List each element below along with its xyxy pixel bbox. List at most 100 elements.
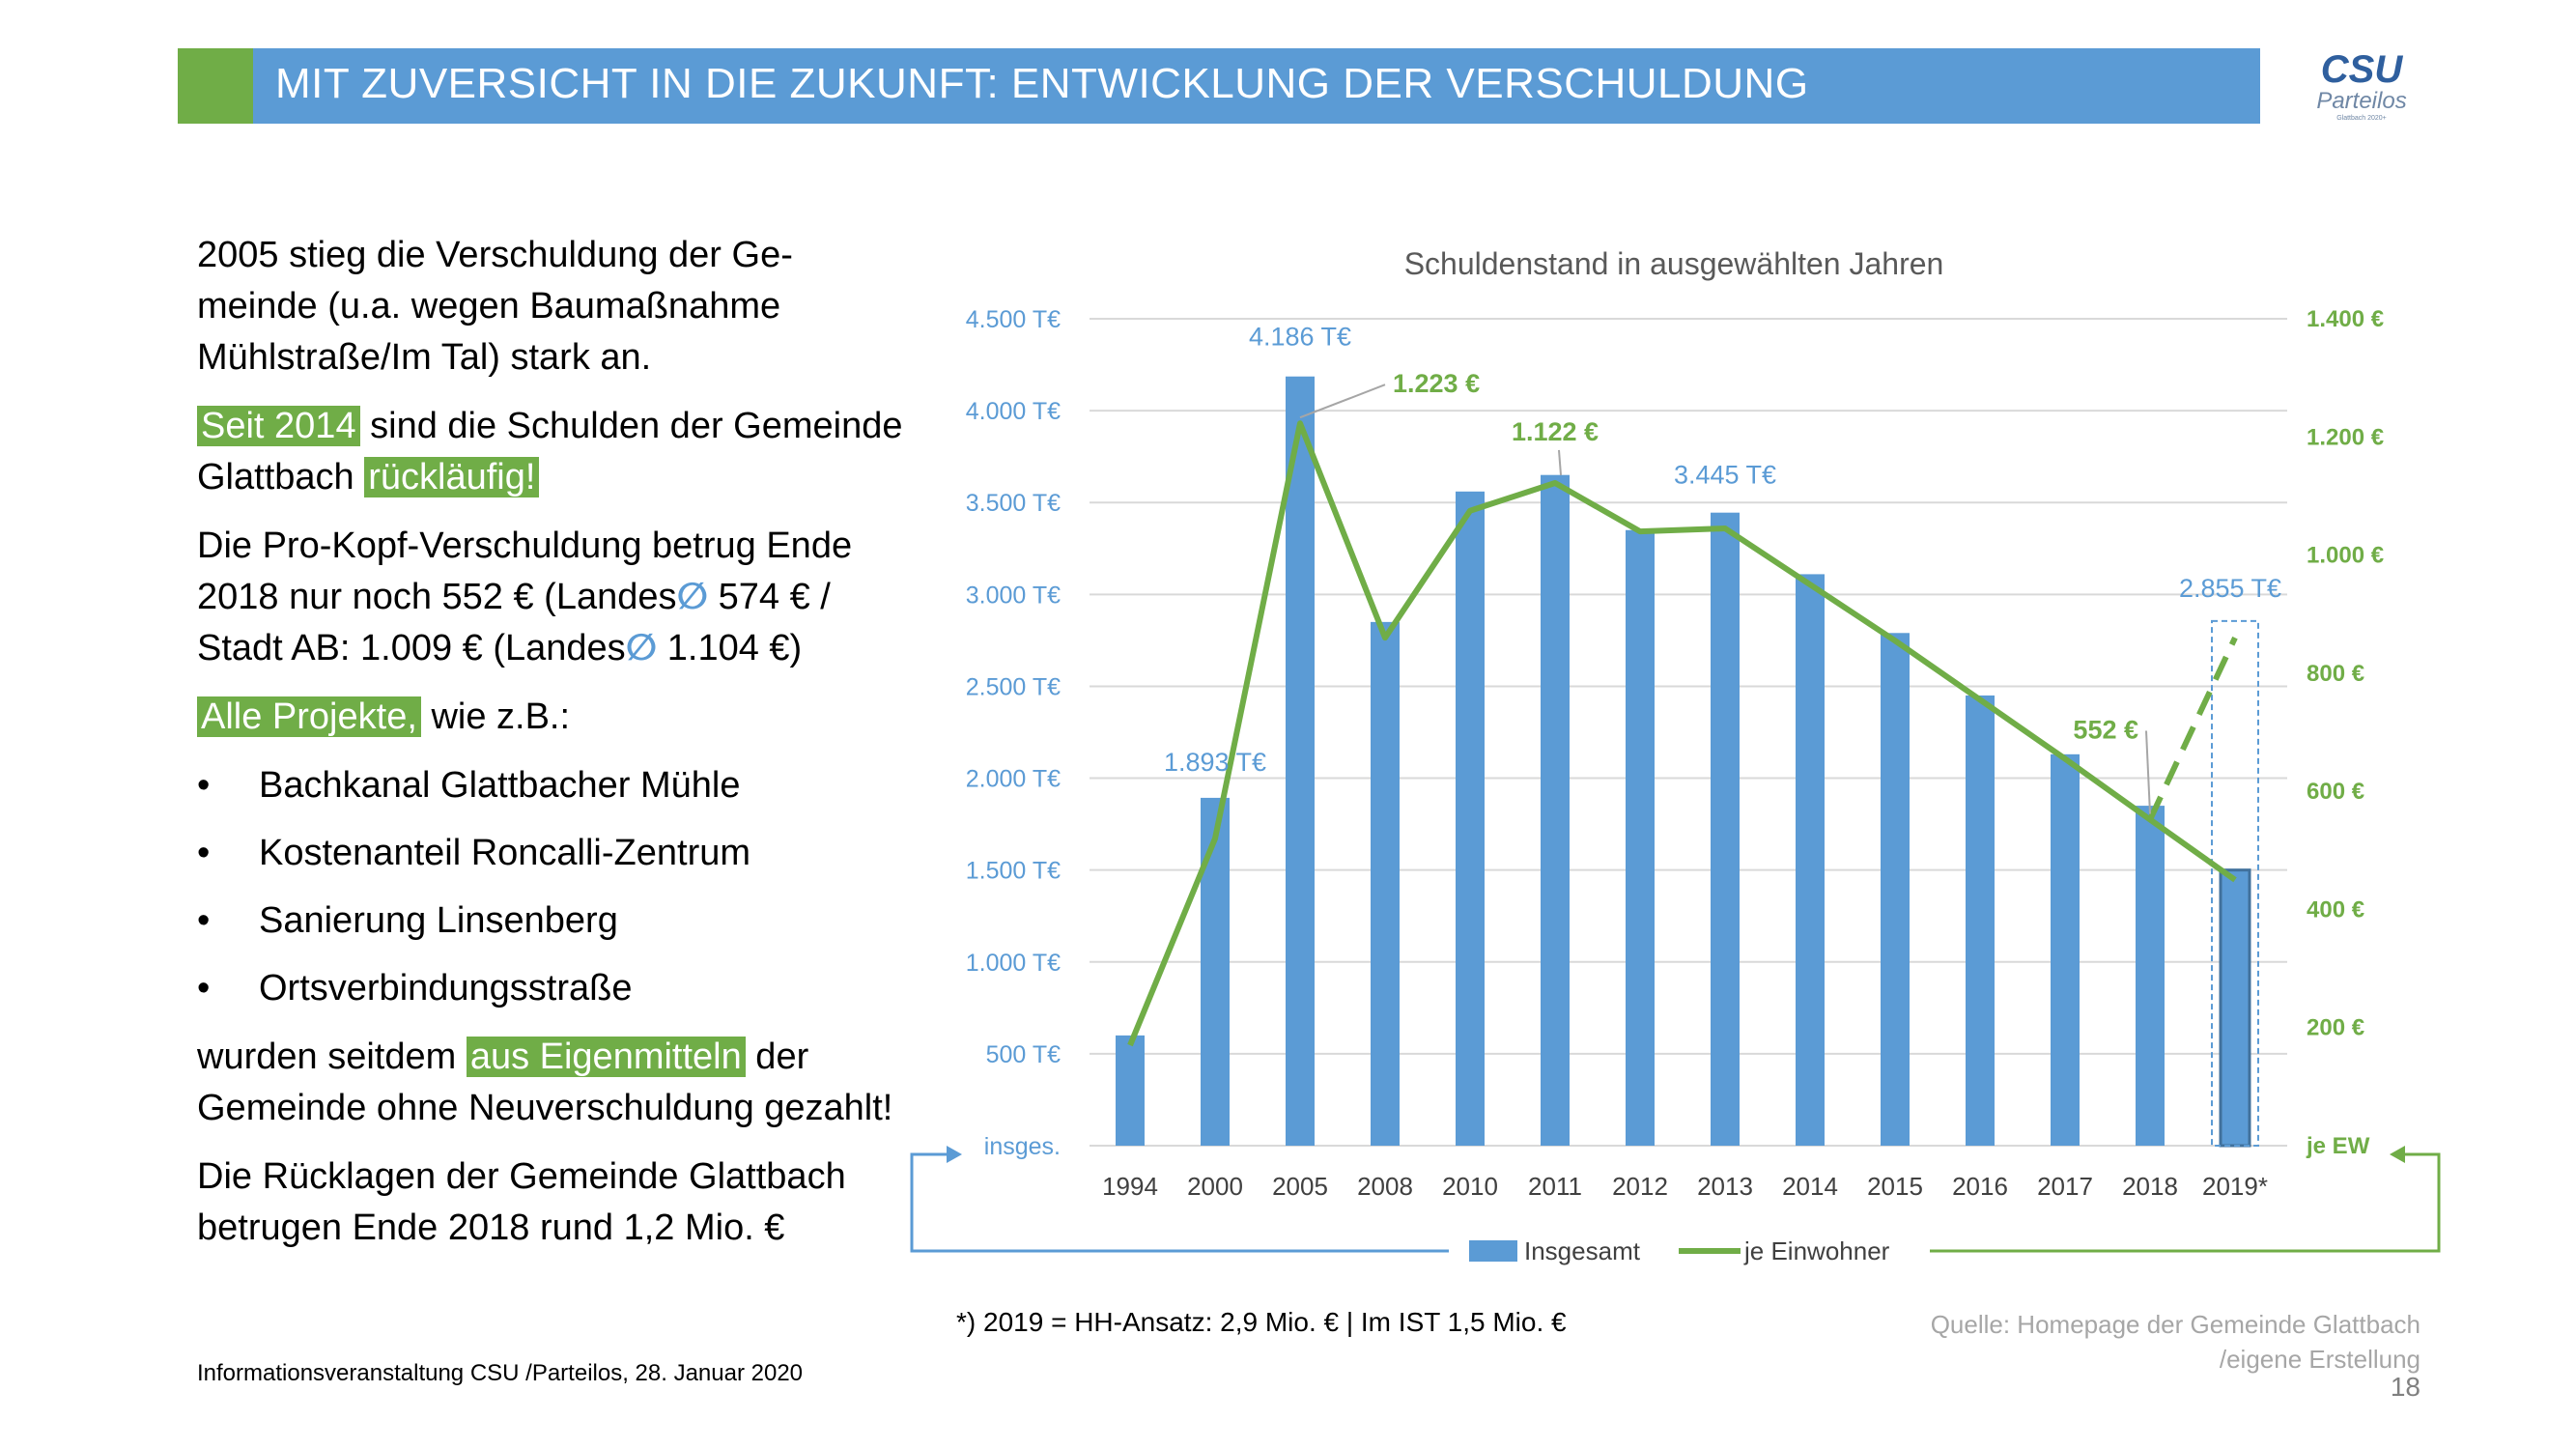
x-tick-label: 2016 xyxy=(1952,1172,2008,1201)
body-text: 2005 stieg die Verschuldung der Ge-meind… xyxy=(197,230,912,1271)
data-label: 4.186 T€ xyxy=(1249,323,1351,352)
logo-main-text: CSU xyxy=(2320,48,2403,91)
text-fragment: Die Pro-Kopf-Verschuldung betrug Ende 20… xyxy=(197,526,853,617)
text-fragment: der Gemeinde ohne Neuverschuldung gezahl… xyxy=(197,1037,893,1128)
page-title: MIT ZUVERSICHT IN DIE ZUKUNFT: ENTWICKLU… xyxy=(275,60,1809,107)
data-label: 2.855 T€ xyxy=(2179,574,2281,603)
bar xyxy=(1881,633,1910,1146)
x-tick-label: 2011 xyxy=(1528,1172,1582,1201)
logo-sub-text: Parteilos xyxy=(2316,88,2407,114)
y-left-tick-label: 1.500 T€ xyxy=(966,858,1061,885)
y-left-tick-label: 3.000 T€ xyxy=(966,582,1061,609)
y-right-tick-label: 200 € xyxy=(2307,1015,2364,1041)
x-tick-label: 1994 xyxy=(1102,1172,1158,1201)
y-right-unit-label: je EW xyxy=(2306,1133,2370,1159)
x-tick-label: 2017 xyxy=(2037,1172,2093,1201)
leader-line xyxy=(2145,730,2151,814)
diameter-icon: ∅ xyxy=(676,577,709,617)
x-tick-label: 2015 xyxy=(1867,1172,1923,1201)
y-right-tick-label: 800 € xyxy=(2307,661,2364,687)
source-line: /eigene Erstellung xyxy=(2219,1345,2420,1374)
paragraph-reserves: Die Rücklagen der Gemeinde Glattbach bet… xyxy=(197,1156,846,1248)
bar xyxy=(1711,512,1740,1146)
chart-title: Schuldenstand in ausgewählten Jahren xyxy=(1404,246,1944,281)
planned-line-segment xyxy=(2147,636,2238,821)
bar xyxy=(2051,753,2080,1146)
list-item: Kostenanteil Roncalli-Zentrum xyxy=(197,828,912,879)
bar xyxy=(1116,1035,1145,1146)
header-accent xyxy=(178,48,253,124)
legend-label: Insgesamt xyxy=(1524,1236,1641,1265)
list-item: Sanierung Linsenberg xyxy=(197,895,912,947)
paragraph-own-funds: wurden seitdem aus Eigenmitteln der Geme… xyxy=(197,1032,912,1134)
right-bracket-line xyxy=(1930,1152,2441,1253)
project-list: Bachkanal Glattbacher Mühle Kostenanteil… xyxy=(197,760,912,1014)
text-fragment: 574 € / Stadt AB: 1.009 € (Landes xyxy=(197,577,831,668)
x-tick-label: 2019* xyxy=(2202,1172,2268,1201)
diameter-icon: ∅ xyxy=(625,628,658,668)
y-left-tick-label: 2.500 T€ xyxy=(966,673,1061,700)
logo-tagline: Glattbach 2020+ xyxy=(2336,115,2387,122)
text-fragment: sind die Schulden der Gemeinde Glattbach xyxy=(197,406,903,497)
data-label: 552 € xyxy=(2073,715,2138,744)
data-label: 1.223 € xyxy=(1393,369,1480,398)
y-right-tick-label: 1.400 € xyxy=(2307,306,2384,332)
bar xyxy=(1796,574,1825,1146)
y-right-tick-label: 400 € xyxy=(2307,896,2364,923)
paragraph-projects: Alle Projekte, wie z.B.: xyxy=(197,692,912,743)
x-tick-label: 2008 xyxy=(1357,1172,1413,1201)
y-left-tick-label: 500 T€ xyxy=(986,1041,1061,1068)
source-line: Quelle: Homepage der Gemeinde Glattbach xyxy=(1930,1310,2420,1339)
bar xyxy=(1456,491,1485,1146)
y-right-tick-label: 600 € xyxy=(2307,779,2364,805)
right-arrow-icon xyxy=(947,1146,962,1163)
x-tick-label: 2010 xyxy=(1442,1172,1498,1201)
data-label: 3.445 T€ xyxy=(1674,461,1776,490)
legend-swatch-insgesamt xyxy=(1469,1240,1517,1262)
y-left-tick-label: 1.000 T€ xyxy=(966,950,1061,977)
left-arrow-icon xyxy=(2390,1146,2405,1163)
y-right-tick-label: 1.200 € xyxy=(2307,424,2384,450)
text-fragment: wurden seitdem xyxy=(197,1037,467,1077)
left-bracket-line xyxy=(910,1152,1449,1253)
bar xyxy=(1541,474,1570,1146)
event-footer: Informationsveranstaltung CSU /Parteilos… xyxy=(197,1360,804,1386)
bar xyxy=(1286,376,1315,1147)
paragraph-increase-2005: 2005 stieg die Verschuldung der Ge-meind… xyxy=(197,235,793,378)
y-left-unit-label: insges. xyxy=(984,1133,1061,1160)
list-item: Bachkanal Glattbacher Mühle xyxy=(197,760,912,811)
x-tick-label: 2018 xyxy=(2122,1172,2178,1201)
y-left-tick-label: 4.500 T€ xyxy=(966,306,1061,333)
highlight-ruecklaeufig: rückläufig! xyxy=(364,457,540,497)
bar xyxy=(1626,529,1655,1146)
chart-footnote: *) 2019 = HH-Ansatz: 2,9 Mio. € | Im IST… xyxy=(956,1307,1567,1337)
y-left-tick-label: 2.000 T€ xyxy=(966,766,1061,793)
y-left-tick-label: 3.500 T€ xyxy=(966,490,1061,517)
x-tick-label: 2012 xyxy=(1612,1172,1668,1201)
y-right-tick-label: 1.000 € xyxy=(2307,543,2384,569)
bar xyxy=(1201,797,1230,1146)
leader-line xyxy=(1558,449,1562,476)
header-bar xyxy=(253,48,2260,124)
x-tick-label: 2000 xyxy=(1187,1172,1243,1201)
data-label: 1.122 € xyxy=(1512,417,1599,446)
x-tick-label: 2014 xyxy=(1782,1172,1838,1201)
highlight-seit-2014: Seit 2014 xyxy=(197,406,360,446)
x-tick-label: 2013 xyxy=(1697,1172,1753,1201)
text-fragment: 1.104 €) xyxy=(657,628,803,668)
highlight-eigenmittel: aus Eigenmitteln xyxy=(466,1037,746,1077)
text-fragment: wie z.B.: xyxy=(420,696,571,737)
x-tick-label: 2005 xyxy=(1272,1172,1328,1201)
bar xyxy=(1371,621,1400,1146)
leader-line xyxy=(1299,384,1386,419)
highlight-alle-projekte: Alle Projekte, xyxy=(197,696,421,737)
y-left-tick-label: 4.000 T€ xyxy=(966,398,1061,425)
list-item: Ortsverbindungsstraße xyxy=(197,963,912,1014)
data-label: 1.893 T€ xyxy=(1164,748,1266,777)
page-number: 18 xyxy=(2390,1372,2420,1402)
paragraph-per-capita: Die Pro-Kopf-Verschuldung betrug Ende 20… xyxy=(197,521,912,674)
bar xyxy=(2219,868,2251,1148)
paragraph-since-2014: Seit 2014 sind die Schulden der Gemeinde… xyxy=(197,401,912,503)
line-series-je-einwohner xyxy=(1127,420,2237,1047)
